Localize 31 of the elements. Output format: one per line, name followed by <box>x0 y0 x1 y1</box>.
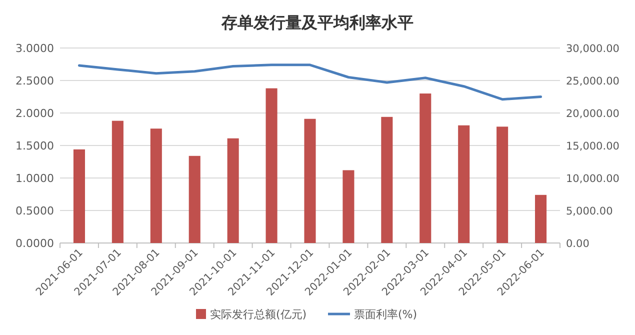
bar <box>342 170 354 243</box>
y-tick-label: 0.0000 <box>16 237 54 250</box>
y-tick-label: 0.5000 <box>16 204 54 218</box>
y2-tick-label: 30,000.00 <box>566 43 620 55</box>
y2-tick-label: 15,000.00 <box>566 140 620 152</box>
bar <box>73 149 85 243</box>
bar <box>150 128 162 243</box>
y2-tick-label: 0.00 <box>566 238 590 250</box>
bar <box>458 125 470 243</box>
bar <box>266 88 278 243</box>
bar <box>381 116 393 243</box>
legend-label: 票面利率(%) <box>354 308 418 321</box>
y-tick-label: 1.0000 <box>16 172 54 185</box>
bar <box>535 194 547 243</box>
chart-title: 存单发行量及平均利率水平 <box>220 13 414 32</box>
bar <box>188 156 200 243</box>
y2-tick-label: 20,000.00 <box>566 108 620 120</box>
bar <box>496 126 508 243</box>
y2-tick-label: 5,000.00 <box>566 206 613 218</box>
bar <box>227 138 239 243</box>
bar <box>112 120 124 243</box>
y-tick-label: 2.5000 <box>16 74 54 88</box>
line-series <box>78 64 542 101</box>
bar <box>304 118 316 243</box>
legend-label: 实际发行总额(亿元) <box>210 308 307 321</box>
y-tick-label: 1.5000 <box>16 140 54 152</box>
y-tick-label: 2.0000 <box>16 107 54 120</box>
bar <box>420 94 432 243</box>
y-tick-label: 3.0000 <box>16 42 54 55</box>
y2-tick-label: 25,000.00 <box>566 76 620 88</box>
y2-tick-label: 10,000.00 <box>566 173 620 185</box>
